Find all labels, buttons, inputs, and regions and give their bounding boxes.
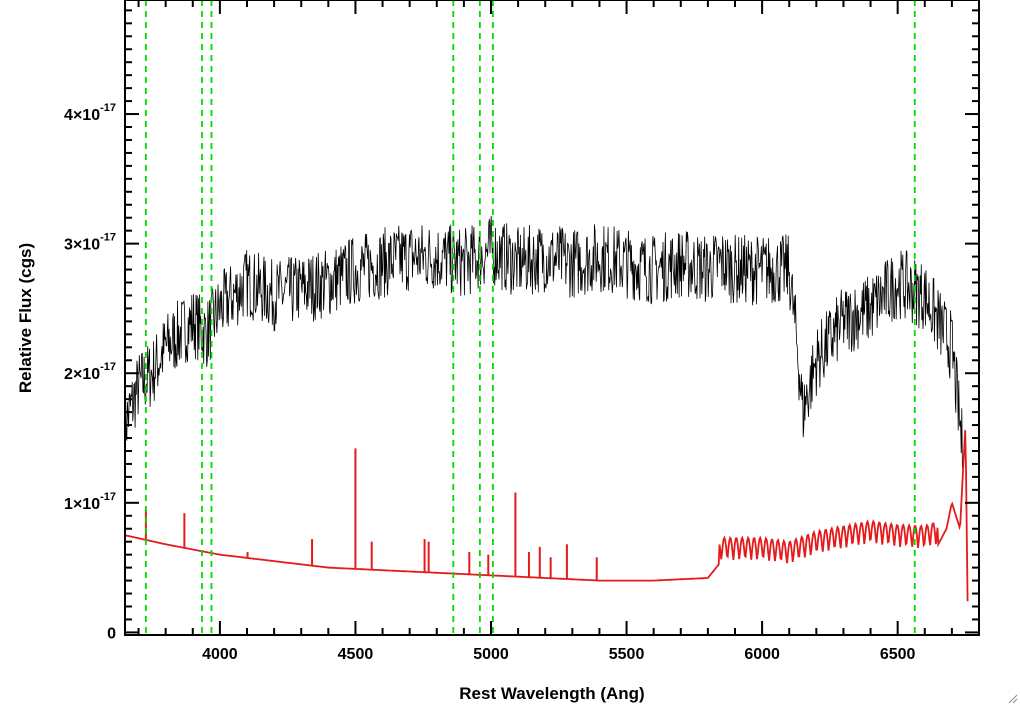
x-tick-label: 4500 bbox=[338, 646, 374, 663]
y-tick-label: 1×10-17 bbox=[64, 491, 116, 513]
x-tick-label: 6000 bbox=[744, 646, 780, 663]
x-tick-label: 6500 bbox=[880, 646, 916, 663]
model-line bbox=[125, 430, 969, 602]
resize-grip-icon[interactable] bbox=[1006, 692, 1018, 704]
y-tick-label: 2×10-17 bbox=[64, 361, 116, 383]
plot-frame bbox=[124, 0, 980, 636]
data-layer bbox=[125, 0, 969, 635]
y-tick-label: 4×10-17 bbox=[64, 102, 116, 124]
y-tick-label: 3×10-17 bbox=[64, 232, 116, 254]
y-axis-title: Relative Flux (cgs) bbox=[16, 243, 35, 393]
y-tick-label: 0 bbox=[107, 625, 116, 642]
axes: 4000 4500 5000 5500 6000 6500 0 1×10-17 2×10-17 3… bbox=[64, 0, 980, 663]
x-axis-title: Rest Wavelength (Ang) bbox=[459, 684, 644, 703]
x-tick-label: 5000 bbox=[473, 646, 509, 663]
series-line bbox=[125, 215, 963, 468]
x-tick-label: 4000 bbox=[202, 646, 238, 663]
x-tick-label: 5500 bbox=[609, 646, 645, 663]
